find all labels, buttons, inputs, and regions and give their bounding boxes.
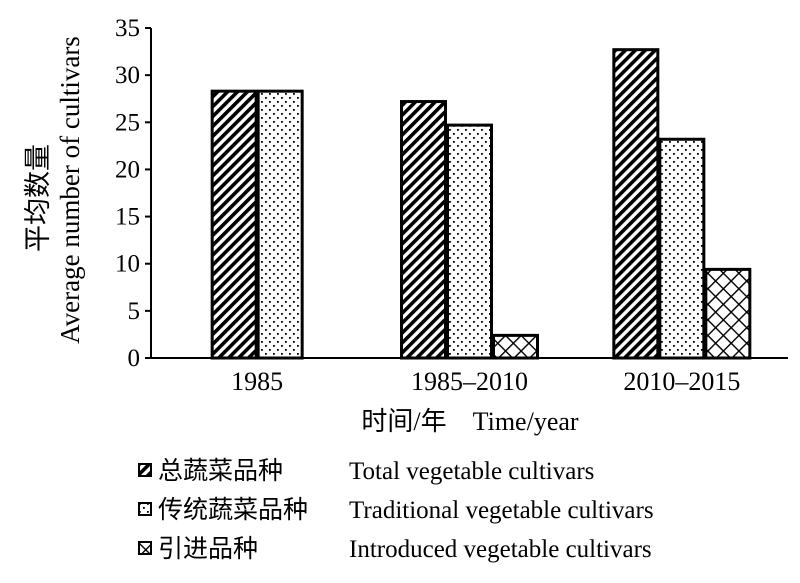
y-axis-label-cn: 平均数量 (23, 144, 54, 252)
y-tick-label: 10 (115, 251, 140, 278)
y-tick-label: 35 (115, 15, 140, 42)
legend-label-en-introduced: Introduced vegetable cultivars (349, 536, 652, 563)
x-axis-label: 时间/年 Time/year (361, 407, 578, 436)
y-tick-label: 5 (128, 298, 141, 325)
y-axis-label-en: Average number of cultivars (55, 36, 85, 344)
x-tick-label: 2010–2015 (623, 367, 740, 396)
y-tick-label: 30 (115, 62, 140, 89)
x-tick-label: 1985 (231, 367, 283, 396)
y-tick-label: 20 (115, 156, 140, 183)
bar-2-2 (704, 267, 752, 360)
bars-layer (210, 48, 752, 360)
bar-0-2 (612, 48, 660, 360)
bar-0-1 (400, 100, 447, 360)
legend-swatch-total (138, 463, 152, 477)
bar-1-0 (256, 89, 304, 360)
legend-swatch-traditional (138, 502, 152, 516)
legend-label-en-traditional: Traditional vegetable cultivars (349, 497, 654, 524)
x-tick-label: 1985–2010 (411, 367, 528, 396)
legend-label-cn-traditional: 传统蔬菜品种 (158, 497, 309, 524)
bar-1-1 (446, 123, 493, 360)
y-tick-label: 0 (128, 345, 141, 372)
bar-chart: 1985 1985–2010 2010–2015 0 5 10 15 20 25 30 35 平均数… (23, 15, 788, 436)
y-tick-label: 25 (115, 109, 140, 136)
y-tick-label: 15 (115, 204, 140, 231)
bar-2-1 (492, 333, 539, 360)
legend-label-cn-introduced: 引进品种 (158, 536, 259, 563)
legend-swatch-introduced (138, 541, 152, 555)
legend-label-cn-total: 总蔬菜品种 (158, 458, 284, 485)
legend-label-en-total: Total vegetable cultivars (349, 458, 595, 485)
axes-layer: 1985 1985–2010 2010–2015 0 5 10 15 20 25 30 35 (115, 15, 788, 396)
bar-1-2 (658, 137, 706, 360)
bar-0-0 (210, 89, 258, 360)
